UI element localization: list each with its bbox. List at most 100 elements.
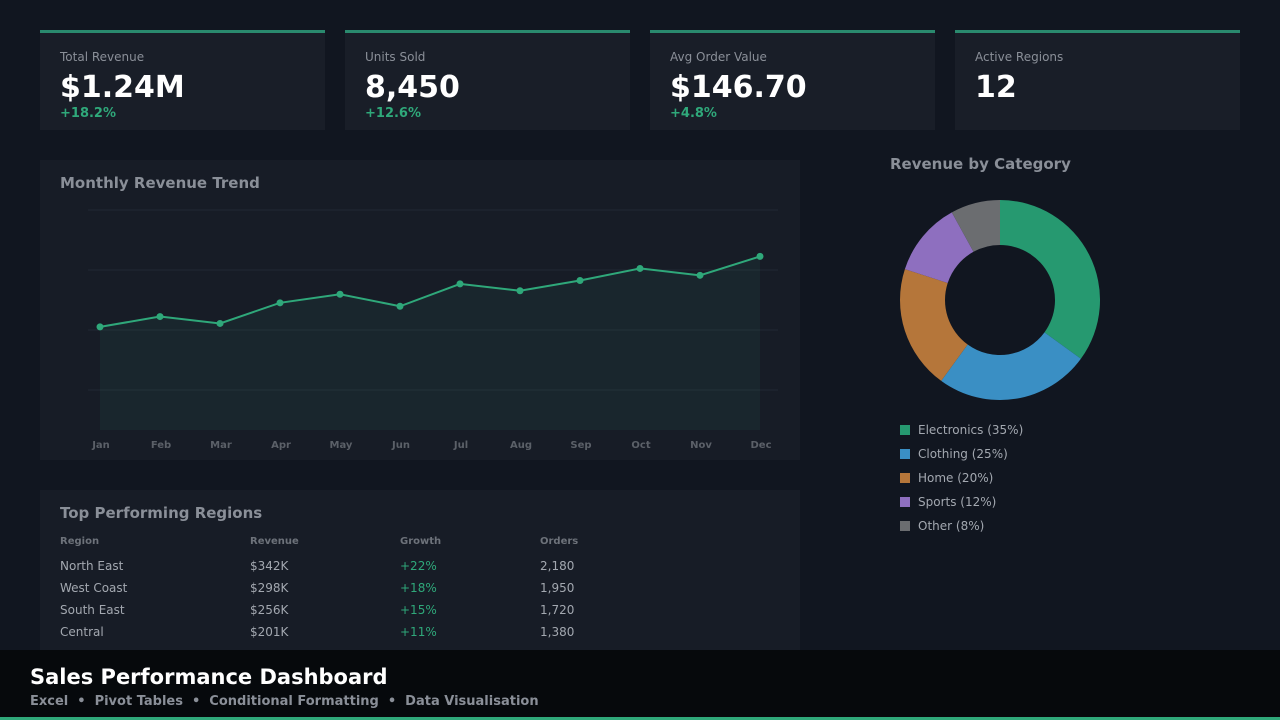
kpi-change: +18.2% [60, 106, 116, 121]
data-point-feb [156, 313, 164, 321]
legend-label: Other (8%) [918, 519, 985, 533]
tag: Data Visualisation [405, 694, 539, 709]
kpi-label: Units Sold [365, 50, 426, 64]
donut-chart [900, 200, 1100, 400]
cell-region: South East [60, 603, 125, 617]
legend-item-sports: Sports (12%) [900, 490, 1023, 514]
kpi-label: Avg Order Value [670, 50, 767, 64]
x-tick-label: Mar [210, 440, 232, 451]
footer-banner: Sales Performance Dashboard Excel • Pivot … [0, 650, 1280, 720]
x-tick-label: Feb [151, 440, 171, 451]
kpi-card-active-regions: Active Regions 12 [955, 30, 1240, 130]
cell-orders: 1,720 [540, 603, 575, 617]
tag: Pivot Tables [94, 694, 183, 709]
kpi-label: Active Regions [975, 50, 1064, 64]
x-tick-label: Sep [570, 440, 591, 451]
x-tick-label: Nov [690, 440, 712, 451]
chart-title: Monthly Revenue Trend [60, 174, 260, 192]
kpi-value: $146.70 [670, 70, 807, 105]
kpi-card-units-sold: Units Sold 8,450 +12.6% [345, 30, 630, 130]
separator: • [387, 694, 397, 709]
data-point-jun [396, 302, 404, 310]
data-point-aug [516, 287, 524, 295]
column-header-revenue: Revenue [250, 536, 299, 547]
x-tick-label: Jan [91, 440, 110, 451]
kpi-card-total-revenue: Total Revenue $1.24M +18.2% [40, 30, 325, 130]
dashboard-title: Sales Performance Dashboard [30, 665, 388, 689]
kpi-label: Total Revenue [60, 50, 145, 64]
monthly-revenue-panel: Monthly Revenue Trend Jan Feb Mar Apr May Jun… [40, 160, 800, 460]
legend-swatch [900, 497, 910, 507]
area-fill [100, 256, 760, 430]
legend-swatch [900, 473, 910, 483]
legend-swatch [900, 425, 910, 435]
cell-growth: +18% [400, 581, 437, 595]
data-point-oct [636, 264, 644, 272]
separator: • [191, 694, 201, 709]
x-tick-label: Oct [631, 440, 650, 451]
cell-growth: +11% [400, 625, 437, 639]
cell-region: West Coast [60, 581, 128, 595]
column-header-orders: Orders [540, 536, 579, 547]
legend-item-electronics: Electronics (35%) [900, 418, 1023, 442]
x-tick-label: Jun [391, 440, 410, 451]
separator: • [77, 694, 86, 709]
cell-revenue: $298K [250, 581, 289, 595]
table-title: Top Performing Regions [60, 504, 263, 522]
donut-slice-other [951, 200, 1000, 252]
donut-slice-home [900, 269, 968, 381]
cell-growth: +22% [400, 559, 437, 573]
legend-label: Sports (12%) [918, 495, 997, 509]
donut-slice-sports [904, 212, 974, 284]
cell-revenue: $256K [250, 603, 289, 617]
data-point-jul [456, 280, 464, 288]
kpi-card-avg-order-value: Avg Order Value $146.70 +4.8% [650, 30, 935, 130]
column-header-growth: Growth [400, 536, 442, 547]
accent-bar [0, 717, 1280, 720]
cell-revenue: $342K [250, 559, 289, 573]
legend-label: Home (20%) [918, 471, 994, 485]
data-point-sep [576, 276, 584, 284]
cell-region: Central [60, 625, 104, 639]
legend-label: Clothing (25%) [918, 447, 1008, 461]
top-regions-panel: Top Performing Regions [40, 490, 800, 650]
kpi-value: 12 [975, 70, 1017, 105]
cell-orders: 1,380 [540, 625, 575, 639]
donut-slice-electronics [1000, 200, 1100, 359]
data-point-apr [276, 299, 284, 307]
x-tick-label: May [330, 440, 353, 451]
kpi-value: 8,450 [365, 70, 460, 105]
donut-chart-title: Revenue by Category [890, 155, 1071, 173]
cell-growth: +15% [400, 603, 437, 617]
line-chart: Jan Feb Mar Apr May Jun Jul Aug Sep Oct Nov Dec [88, 209, 778, 451]
cell-region: North East [60, 559, 124, 573]
legend-item-clothing: Clothing (25%) [900, 442, 1023, 466]
legend-label: Electronics (35%) [918, 423, 1024, 437]
legend-swatch [900, 521, 910, 531]
column-header-region: Region [60, 536, 100, 547]
x-tick-label: Apr [271, 440, 291, 451]
kpi-value: $1.24M [60, 70, 185, 105]
kpi-change: +4.8% [670, 106, 717, 121]
legend-item-home: Home (20%) [900, 466, 1023, 490]
cell-orders: 1,950 [540, 581, 575, 595]
cell-revenue: $201K [250, 625, 289, 639]
donut-legend: Electronics (35%) Clothing (25%) Home (2… [900, 418, 1023, 538]
x-tick-label: Dec [750, 440, 771, 451]
data-point-jan [96, 323, 104, 331]
data-point-dec [756, 252, 764, 260]
x-tick-label: Aug [510, 440, 532, 451]
kpi-change [975, 106, 1220, 122]
data-point-nov [696, 271, 704, 279]
tag: Excel [30, 694, 69, 709]
legend-item-other: Other (8%) [900, 514, 1023, 538]
data-point-mar [216, 319, 224, 327]
kpi-change: +12.6% [365, 106, 421, 121]
legend-swatch [900, 449, 910, 459]
data-point-may [336, 290, 344, 298]
cell-orders: 2,180 [540, 559, 575, 573]
tag: Conditional Formatting [209, 694, 379, 709]
x-tick-label: Jul [453, 440, 468, 451]
footer-tags: Excel • Pivot Tables • Conditional Formattin… [30, 694, 539, 709]
series-line [99, 255, 761, 328]
